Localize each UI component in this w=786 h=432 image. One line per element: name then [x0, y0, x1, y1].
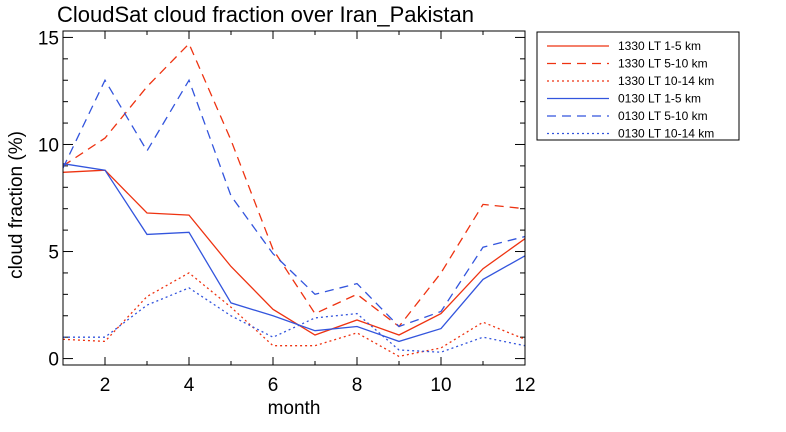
x-axis-label: month — [268, 398, 321, 419]
x-tick-label: 2 — [100, 375, 111, 396]
x-tick-label: 4 — [184, 375, 195, 396]
series-line — [62, 169, 526, 336]
series-line — [62, 78, 526, 328]
series-line — [63, 287, 526, 353]
y-tick-label: 0 — [48, 350, 59, 371]
series-line — [62, 163, 526, 343]
legend-box — [536, 31, 740, 141]
x-tick-label: 6 — [268, 375, 279, 396]
legend-label: 0130 LT 5-10 km — [618, 109, 708, 123]
plot-frame — [62, 30, 526, 366]
chart-title: CloudSat cloud fraction over Iran_Pakist… — [57, 2, 474, 27]
y-tick-label: 15 — [38, 28, 59, 49]
series-line — [62, 272, 526, 358]
legend-label: 1330 LT 10-14 km — [618, 74, 714, 88]
series-line — [62, 42, 526, 328]
y-axis-label: cloud fraction (%) — [6, 131, 27, 279]
x-tick-label: 12 — [514, 375, 535, 396]
legend-label: 1330 LT 5-10 km — [618, 57, 708, 71]
y-tick-label: 10 — [38, 135, 59, 156]
legend-label: 0130 LT 1-5 km — [618, 92, 701, 106]
legend: 1330 LT 1-5 km 1330 LT 5-10 km 1330 LT 10-… — [536, 31, 740, 141]
tick-labels: 2 4 6 8 10 12 0 5 10 15 — [38, 28, 536, 396]
legend-label: 0130 LT 10-14 km — [618, 127, 714, 141]
y-tick-label: 5 — [48, 243, 59, 264]
x-tick-label: 8 — [352, 375, 363, 396]
x-tick-label: 10 — [430, 375, 451, 396]
series-lines — [62, 42, 526, 358]
legend-label: 1330 LT 1-5 km — [618, 39, 701, 53]
